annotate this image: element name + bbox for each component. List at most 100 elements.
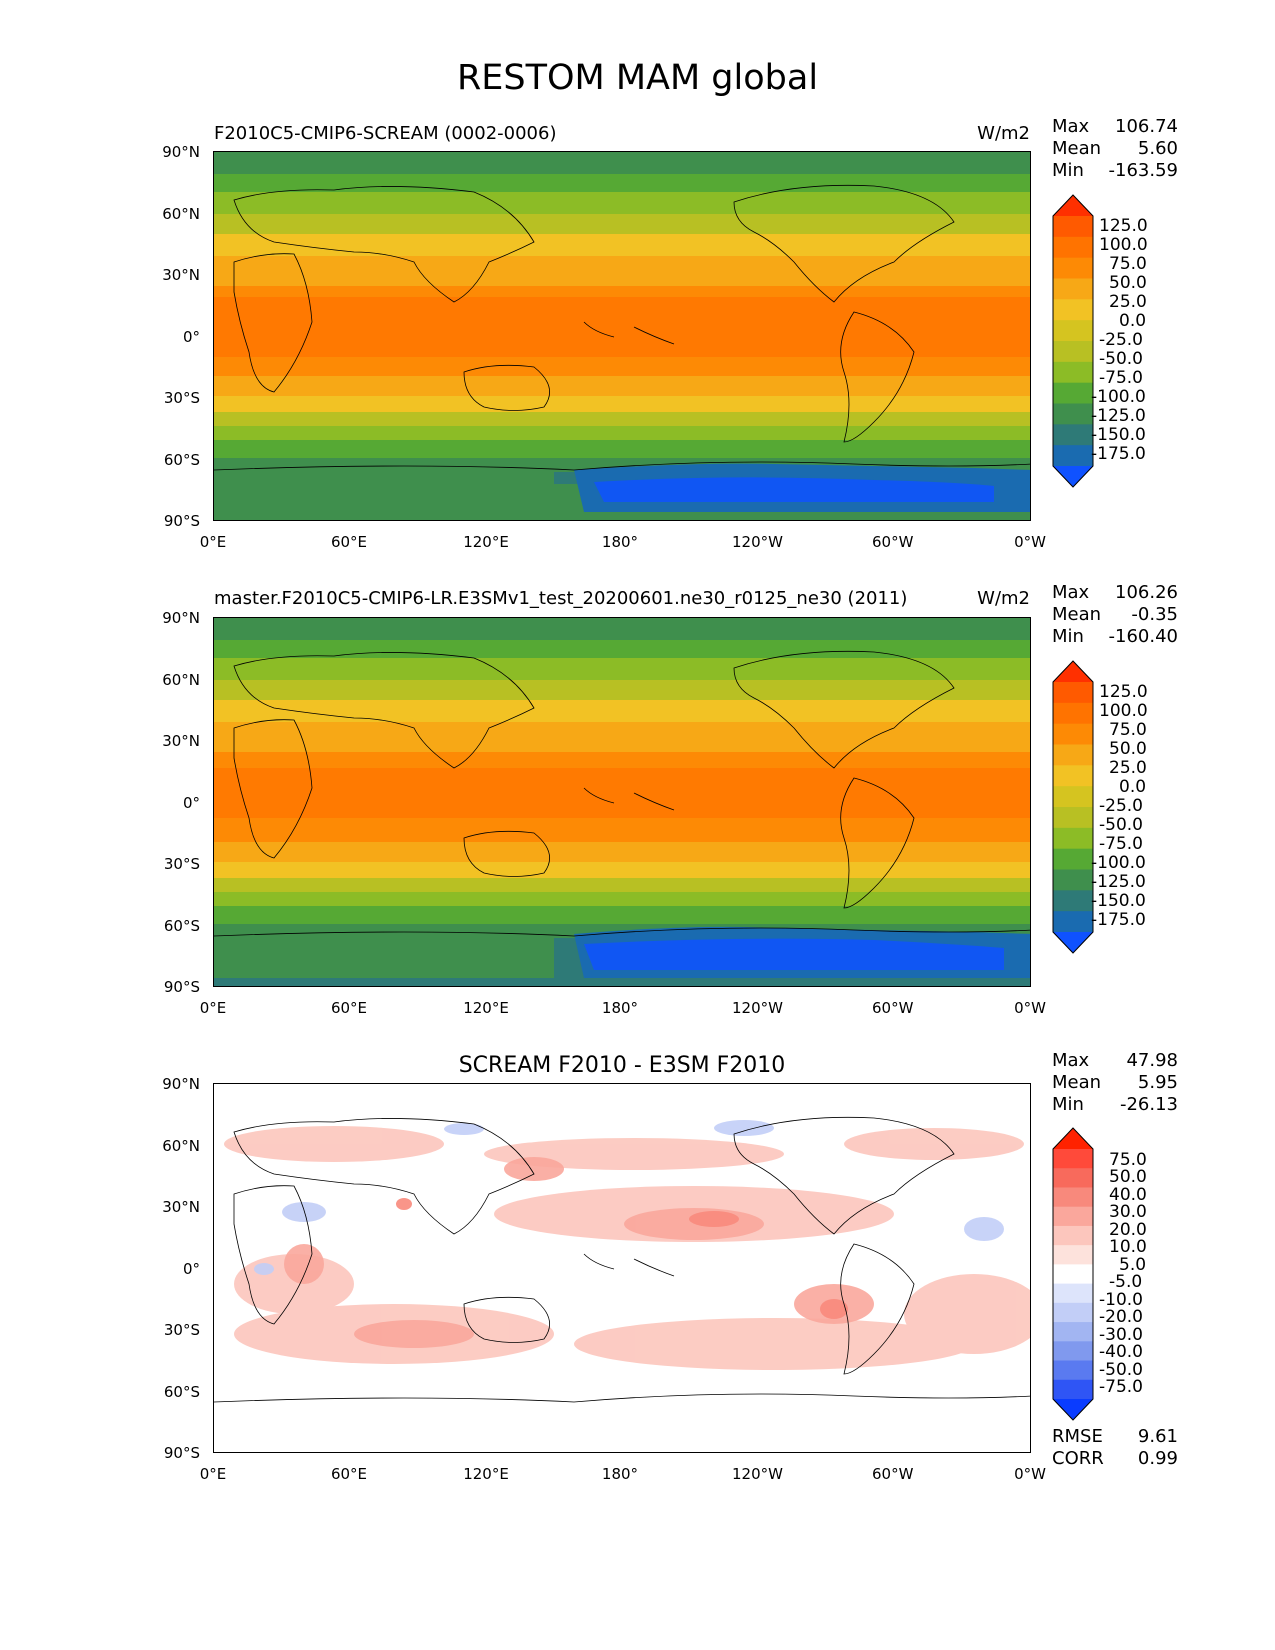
p1-lat-tick: 90°N xyxy=(162,143,200,161)
panel-2-stat-max: Max 106.26 xyxy=(1052,582,1178,603)
colorbar-segment xyxy=(1053,1149,1093,1169)
p2-lon-tick: 0°W xyxy=(1014,999,1046,1017)
p2-lon-tick: 60°W xyxy=(872,999,914,1017)
cbar-label: -50.0 xyxy=(1099,349,1143,369)
panel-3-title: SCREAM F2010 - E3SM F2010 xyxy=(458,1053,786,1078)
p1-lon-tick: 0°W xyxy=(1014,533,1046,551)
colorbar-segment xyxy=(1053,911,1093,933)
colorbar-segment xyxy=(1053,216,1093,238)
colorbar-segment xyxy=(1053,1225,1093,1246)
p1-lat-tick: 90°S xyxy=(163,512,200,530)
colorbar-segment xyxy=(1053,1187,1093,1208)
cbar-label: 100.0 xyxy=(1099,235,1148,255)
panel-3-stat-min: Min -26.13 xyxy=(1052,1094,1178,1115)
colorbar-extend-top xyxy=(1053,661,1093,682)
p3-lon-tick: 0°W xyxy=(1014,1465,1046,1483)
colorbar-segment xyxy=(1053,445,1093,467)
panel-3-stat-corr: CORR 0.99 xyxy=(1052,1448,1178,1469)
figure-title: RESTOM MAM global xyxy=(456,58,819,98)
p1-lon-tick: 60°E xyxy=(330,533,368,551)
cbar-label: 0.0 xyxy=(1119,311,1147,331)
colorbar-segment xyxy=(1053,1168,1093,1188)
p1-lon-tick: 60°W xyxy=(872,533,914,551)
panel-3-stat-rmse: RMSE 9.61 xyxy=(1052,1426,1178,1447)
cbar-label: 125.0 xyxy=(1099,216,1148,236)
cbar-label: -5.0 xyxy=(1109,1272,1143,1292)
panel-1-colorbar xyxy=(1052,194,1094,488)
colorbar-outline xyxy=(1052,1127,1094,1421)
p3-lat-tick: 60°S xyxy=(163,1383,200,1401)
cbar-label: 25.0 xyxy=(1109,292,1147,312)
colorbar-segment xyxy=(1053,827,1093,850)
cbar-label: -175.0 xyxy=(1091,910,1146,930)
colorbar-segment xyxy=(1053,299,1093,321)
cbar-label: -100.0 xyxy=(1091,387,1146,407)
cbar-label: 50.0 xyxy=(1109,739,1147,759)
colorbar-segment xyxy=(1053,702,1093,725)
p2-lat-tick: 30°N xyxy=(162,732,200,750)
colorbar-segment xyxy=(1053,1264,1093,1285)
cbar-label: 0.0 xyxy=(1119,777,1147,797)
panel-1-stat-min: Min -163.59 xyxy=(1052,160,1178,181)
panel-3-colorbar xyxy=(1052,1127,1094,1421)
cbar-label: -75.0 xyxy=(1099,834,1143,854)
cbar-label: 50.0 xyxy=(1109,1167,1147,1187)
cbar-label: -175.0 xyxy=(1091,444,1146,464)
p1-lon-tick: 120°E xyxy=(463,533,509,551)
colorbar-extend-bottom xyxy=(1053,932,1093,953)
colorbar-segment xyxy=(1053,1341,1093,1362)
colorbar-segment xyxy=(1053,382,1093,404)
cbar-label: -50.0 xyxy=(1099,1360,1143,1380)
colorbar-segment xyxy=(1053,361,1093,384)
panel-2-colorbar xyxy=(1052,660,1094,954)
colorbar-segment xyxy=(1053,1322,1093,1342)
p1-lon-tick: 120°W xyxy=(732,533,783,551)
p3-lat-tick: 0° xyxy=(182,1260,200,1278)
p1-lon-tick: 0°E xyxy=(199,533,227,551)
colorbar-extend-bottom xyxy=(1053,466,1093,487)
p2-lon-tick: 180° xyxy=(601,999,639,1017)
p2-lat-tick: 30°S xyxy=(163,855,200,873)
cbar-label: 25.0 xyxy=(1109,758,1147,778)
panel-3-map xyxy=(213,1083,1031,1453)
p1-lat-tick: 0° xyxy=(182,328,200,346)
colorbar-segment xyxy=(1053,723,1093,745)
cbar-label: -75.0 xyxy=(1099,368,1143,388)
cbar-label: 20.0 xyxy=(1109,1220,1147,1240)
cbar-label: -40.0 xyxy=(1099,1342,1143,1362)
panel-1-map-field xyxy=(214,152,1030,520)
cbar-label: -25.0 xyxy=(1099,330,1143,350)
colorbar-extend-top xyxy=(1053,195,1093,216)
colorbar-segment xyxy=(1053,424,1093,446)
colorbar-segment xyxy=(1053,403,1093,425)
p3-lat-tick: 90°S xyxy=(163,1444,200,1462)
panel-1-units: W/m2 xyxy=(977,123,1030,144)
colorbar-outline xyxy=(1052,660,1094,954)
colorbar-segment xyxy=(1053,890,1093,912)
p2-lon-tick: 120°W xyxy=(732,999,783,1017)
cbar-label: 100.0 xyxy=(1099,701,1148,721)
cbar-label: -50.0 xyxy=(1099,815,1143,835)
panel-2-map xyxy=(213,617,1031,987)
panel-2-stat-mean: Mean -0.35 xyxy=(1052,604,1178,625)
p3-lat-tick: 30°S xyxy=(163,1321,200,1339)
cbar-label: -20.0 xyxy=(1099,1307,1143,1327)
colorbar-extend-top xyxy=(1053,1128,1093,1149)
panel-3-stat-max: Max 47.98 xyxy=(1052,1050,1178,1071)
cbar-label: -30.0 xyxy=(1099,1325,1143,1345)
colorbar-segment xyxy=(1053,744,1093,766)
colorbar-segment xyxy=(1053,257,1093,279)
panel-2-units: W/m2 xyxy=(977,588,1030,609)
cbar-label: -150.0 xyxy=(1091,891,1146,911)
p1-lat-tick: 60°S xyxy=(163,451,200,469)
panel-1-stat-max: Max 106.74 xyxy=(1052,116,1178,137)
cbar-label: 5.0 xyxy=(1119,1255,1147,1275)
colorbar-segment xyxy=(1053,1245,1093,1265)
colorbar-extend-bottom xyxy=(1053,1399,1093,1420)
p2-lon-tick: 0°E xyxy=(199,999,227,1017)
colorbar-segment xyxy=(1053,682,1093,704)
colorbar-segment xyxy=(1053,278,1093,300)
cbar-label: -75.0 xyxy=(1099,1377,1143,1397)
cbar-label: 125.0 xyxy=(1099,682,1148,702)
panel-3-stat-mean: Mean 5.95 xyxy=(1052,1072,1178,1093)
